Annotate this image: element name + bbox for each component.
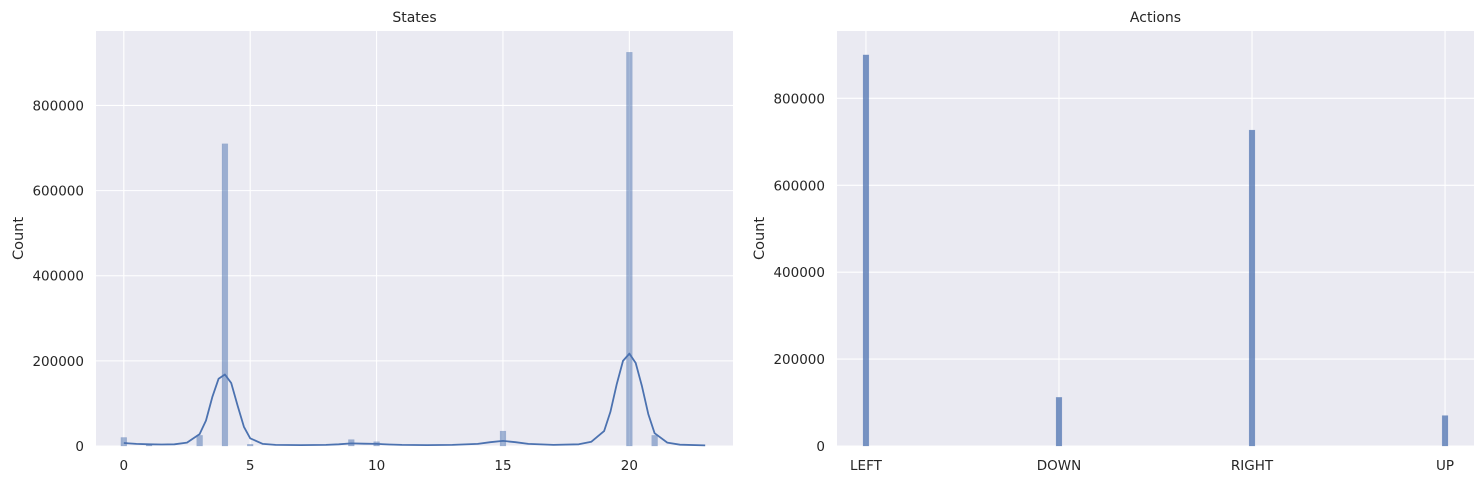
histogram-bar	[1441, 415, 1449, 447]
chart-title: States	[392, 10, 436, 26]
x-tick-label: RIGHT	[1231, 458, 1274, 474]
y-tick-label: 400000	[773, 265, 825, 281]
histogram-bar	[120, 437, 127, 447]
x-tick-label: LEFT	[850, 458, 883, 474]
kde-line	[123, 352, 706, 447]
actions-histogram: 0 200000 400000 600000 800000 LEFT DOWN RIGHT UP…	[752, 10, 1474, 474]
plot-area	[96, 31, 733, 446]
histogram-bar	[221, 143, 229, 447]
y-tick-label: 800000	[32, 98, 84, 114]
histogram-bar	[196, 435, 203, 447]
y-tick-label: 600000	[773, 178, 825, 194]
histogram-bar	[499, 430, 507, 447]
x-tick-label: 20	[621, 458, 638, 474]
x-tick-label: DOWN	[1037, 458, 1081, 474]
histogram-bar	[1248, 129, 1256, 447]
y-tick-label: 200000	[773, 352, 825, 368]
y-tick-label: 400000	[32, 269, 84, 285]
x-tick-label: 15	[494, 458, 511, 474]
histogram-bar	[651, 435, 658, 447]
histogram-bar	[247, 444, 254, 447]
states-histogram: 0 200000 400000 600000 800000 0 5 10 15 20 States C…	[11, 10, 733, 474]
y-tick-label: 0	[816, 439, 825, 455]
histogram-bar	[862, 54, 870, 447]
x-tick-label: UP	[1436, 458, 1454, 474]
x-tick-label: 10	[368, 458, 385, 474]
histogram-bar	[1055, 397, 1063, 447]
x-tick-label: 0	[120, 458, 129, 474]
y-tick-label: 600000	[32, 184, 84, 200]
y-tick-label: 200000	[32, 354, 84, 370]
plot-area	[837, 31, 1474, 446]
y-axis-label: Count	[11, 217, 27, 260]
y-tick-label: 0	[75, 439, 84, 455]
y-tick-label: 800000	[773, 91, 825, 107]
y-axis-label: Count	[752, 217, 768, 260]
x-tick-label: 5	[246, 458, 255, 474]
histogram-bar	[626, 52, 633, 447]
chart-title: Actions	[1130, 10, 1181, 26]
